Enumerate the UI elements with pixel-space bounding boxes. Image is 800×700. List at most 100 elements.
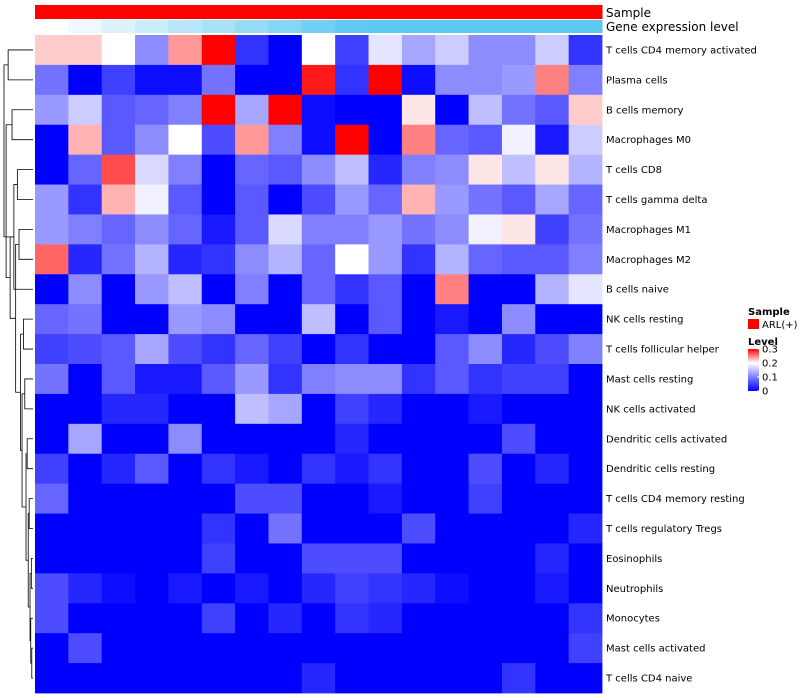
heatmap-cell xyxy=(468,244,503,275)
heatmap-cell xyxy=(468,64,503,96)
annotation-expression-cell xyxy=(301,20,336,33)
heatmap-cell xyxy=(168,94,203,126)
heatmap-cell xyxy=(168,364,203,395)
heatmap-cell xyxy=(501,154,536,185)
heatmap-cell xyxy=(35,423,69,455)
heatmap-cell xyxy=(368,603,403,634)
heatmap-cell xyxy=(468,603,503,634)
heatmap-cell xyxy=(68,543,103,574)
heatmap-cell xyxy=(235,244,269,275)
heatmap-cell xyxy=(101,274,136,305)
heatmap-cell xyxy=(535,124,570,156)
heatmap-cell xyxy=(568,364,603,395)
heatmap-cell xyxy=(135,393,169,425)
heatmap-cell xyxy=(35,393,69,425)
heatmap-cell xyxy=(101,364,136,395)
heatmap-cell xyxy=(535,423,570,455)
heatmap-cell xyxy=(168,244,203,275)
heatmap-cell xyxy=(35,483,69,514)
heatmap-cell xyxy=(535,214,570,245)
heatmap-cell xyxy=(335,304,369,335)
heatmap-cell xyxy=(568,274,603,305)
heatmap-cell xyxy=(501,334,536,365)
heatmap-cell xyxy=(35,453,69,485)
annotation-expression-cell xyxy=(268,20,303,33)
heatmap-cell xyxy=(135,663,169,694)
heatmap-cell xyxy=(301,184,336,215)
heatmap-cell xyxy=(568,663,603,694)
heatmap-cell xyxy=(501,393,536,425)
heatmap-cell xyxy=(135,35,169,66)
heatmap-cell xyxy=(468,334,503,365)
heatmap-cell xyxy=(201,35,236,66)
annotation-expression-cell xyxy=(335,20,370,33)
annotation-label-sample: Sample xyxy=(606,6,651,20)
heatmap-cell xyxy=(435,633,469,664)
heatmap-cell xyxy=(101,483,136,514)
heatmap-cell xyxy=(401,154,436,185)
heatmap-cell xyxy=(68,64,103,96)
heatmap-cell xyxy=(501,603,536,634)
heatmap-cell xyxy=(235,94,269,126)
heatmap-cell xyxy=(135,64,169,96)
heatmap-cell xyxy=(135,124,169,156)
heatmap-cell xyxy=(101,334,136,365)
heatmap-cell xyxy=(235,543,269,574)
heatmap-cell xyxy=(301,274,336,305)
heatmap-cell xyxy=(235,124,269,156)
heatmap-cell xyxy=(168,274,203,305)
heatmap-cell xyxy=(368,214,403,245)
heatmap-cell xyxy=(535,513,570,544)
heatmap-cell xyxy=(68,35,103,66)
heatmap-cell xyxy=(468,483,503,514)
annotation-expression-cell xyxy=(401,20,436,33)
heatmap-cell xyxy=(68,633,103,664)
heatmap-cell xyxy=(301,244,336,275)
annotation-expression-cell xyxy=(35,20,69,33)
heatmap-cell xyxy=(568,94,603,126)
heatmap-cell xyxy=(535,184,570,215)
heatmap-cell xyxy=(168,214,203,245)
heatmap-cell xyxy=(35,663,69,694)
heatmap-cell xyxy=(168,453,203,485)
dendrogram-branch xyxy=(23,318,33,350)
annotation-sample-cell xyxy=(401,5,436,19)
row-label: Eosinophils xyxy=(606,554,662,565)
heatmap-cell xyxy=(235,154,269,185)
heatmap-cell xyxy=(135,244,169,275)
annotation-sample-cell xyxy=(68,5,103,19)
heatmap-cell xyxy=(568,154,603,185)
heatmap-cell xyxy=(468,663,503,694)
heatmap-cell xyxy=(35,334,69,365)
heatmap-cell xyxy=(435,453,469,485)
legend-sample-title: Sample xyxy=(748,307,790,318)
annotation-sample-cell xyxy=(568,5,603,19)
heatmap-cell xyxy=(501,184,536,215)
heatmap-cell xyxy=(201,633,236,664)
heatmap-cell xyxy=(435,364,469,395)
heatmap-cell xyxy=(368,543,403,574)
heatmap-cell xyxy=(468,543,503,574)
heatmap-cell xyxy=(235,64,269,96)
dendrogram-branch xyxy=(28,498,33,529)
heatmap-cell xyxy=(101,154,136,185)
dendrogram-branch xyxy=(30,617,33,664)
heatmap-cell xyxy=(135,423,169,455)
heatmap-cell xyxy=(335,603,369,634)
heatmap-cell xyxy=(268,184,303,215)
heatmap-cell xyxy=(501,214,536,245)
heatmap-cell xyxy=(501,453,536,485)
heatmap-cell xyxy=(101,423,136,455)
legend-tick-label: 0.1 xyxy=(762,373,778,384)
annotation-expression-cell xyxy=(101,20,136,33)
heatmap-cell xyxy=(401,543,436,574)
heatmap-cell xyxy=(301,94,336,126)
heatmap-cell xyxy=(335,364,369,395)
heatmap-cell xyxy=(268,393,303,425)
heatmap-cell xyxy=(201,453,236,485)
heatmap-cell xyxy=(235,35,269,66)
heatmap-cell xyxy=(335,274,369,305)
legend-tick-label: 0.3 xyxy=(762,345,778,356)
heatmap-cell xyxy=(35,214,69,245)
